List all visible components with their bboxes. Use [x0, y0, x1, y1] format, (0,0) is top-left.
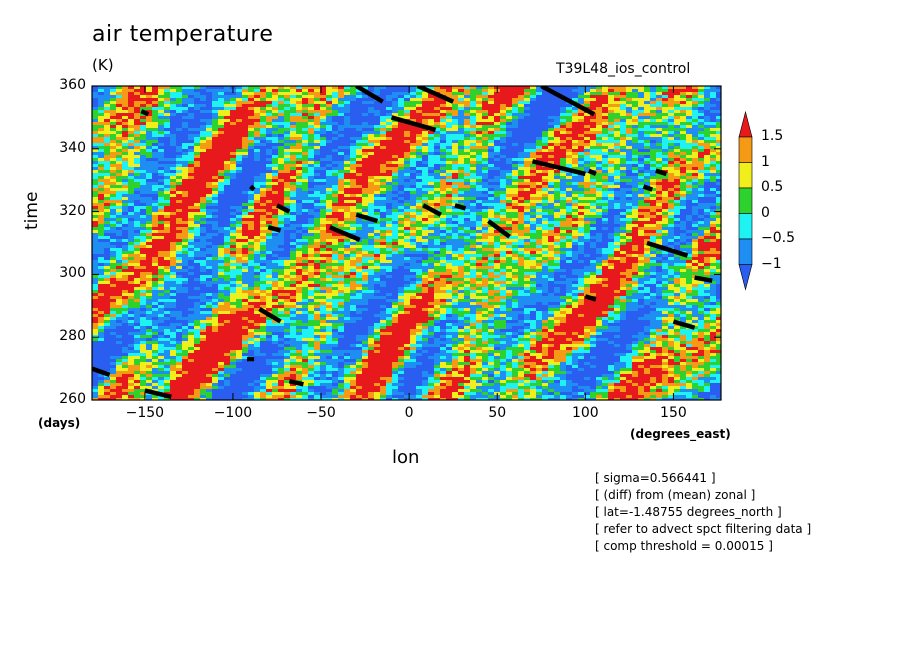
threshold-marker [267, 225, 282, 233]
heatmap-field [92, 86, 721, 400]
threshold-marker [540, 86, 596, 117]
note-line: [ (diff) from (mean) zonal ] [595, 488, 756, 502]
threshold-marker [422, 203, 442, 217]
y-tick-label: 340 [59, 139, 86, 156]
x-axis-unit: (degrees_east) [630, 427, 731, 441]
y-axis-label: time [22, 191, 42, 230]
threshold-marker [390, 115, 437, 133]
threshold-marker [584, 294, 597, 302]
chart-title: air temperature [92, 22, 274, 47]
x-tick-label: −50 [306, 405, 336, 421]
threshold-marker [646, 240, 689, 258]
threshold-marker [288, 378, 304, 387]
chart-units: (K) [92, 56, 114, 74]
threshold-marker [487, 219, 511, 239]
colorbar-label: 0 [761, 204, 770, 221]
threshold-marker [587, 168, 597, 176]
note-line: [ sigma=0.566441 ] [595, 471, 716, 485]
threshold-marker [92, 366, 111, 377]
colorbar-label: 1.5 [761, 128, 784, 144]
axis-ticks [92, 85, 721, 401]
colorbar-label: −1 [761, 255, 782, 272]
x-tick-label: 50 [488, 405, 507, 421]
threshold-marker [328, 225, 361, 242]
threshold-marker [249, 184, 256, 192]
y-tick-label: 280 [59, 328, 86, 345]
threshold-marker [672, 319, 696, 330]
threshold-marker [258, 307, 282, 324]
x-tick-label: −100 [213, 405, 253, 421]
threshold-marker [144, 388, 172, 400]
x-axis-label: lon [392, 447, 420, 468]
y-tick-label: 320 [59, 202, 86, 219]
y-tick-label: 360 [59, 77, 86, 93]
y-axis-unit: (days) [38, 416, 81, 430]
colorbar-label: 1 [761, 153, 770, 170]
x-tick-label: 150 [660, 405, 687, 421]
threshold-marker [531, 159, 586, 177]
run-label: T39L48_ios_control [556, 61, 691, 77]
colorbar [738, 110, 753, 291]
threshold-markers [92, 86, 713, 400]
threshold-marker [275, 203, 291, 214]
note-line: [ comp threshold = 0.00015 ] [595, 539, 773, 553]
threshold-marker [694, 275, 713, 283]
threshold-marker [454, 203, 467, 211]
notes-block: [ sigma=0.566441 ] [ (diff) from (mean) … [595, 470, 811, 555]
threshold-marker [355, 212, 379, 224]
plot-frame [91, 85, 722, 401]
y-tick-label: 300 [59, 265, 86, 282]
threshold-marker [355, 86, 384, 104]
note-line: [ refer to advect spct filtering data ] [595, 522, 812, 536]
colorbar-label: −0.5 [761, 230, 795, 246]
colorbar-label: 0.5 [761, 179, 784, 195]
threshold-marker [655, 168, 668, 177]
threshold-marker [642, 184, 654, 192]
note-line: [ lat=-1.48755 degrees_north ] [595, 505, 782, 519]
threshold-marker [140, 109, 150, 117]
threshold-marker [417, 86, 455, 104]
x-tick-label: 100 [571, 405, 599, 421]
x-tick-label: −150 [125, 405, 165, 421]
y-tick-label: 260 [59, 391, 86, 407]
x-tick-label: 0 [404, 405, 414, 421]
